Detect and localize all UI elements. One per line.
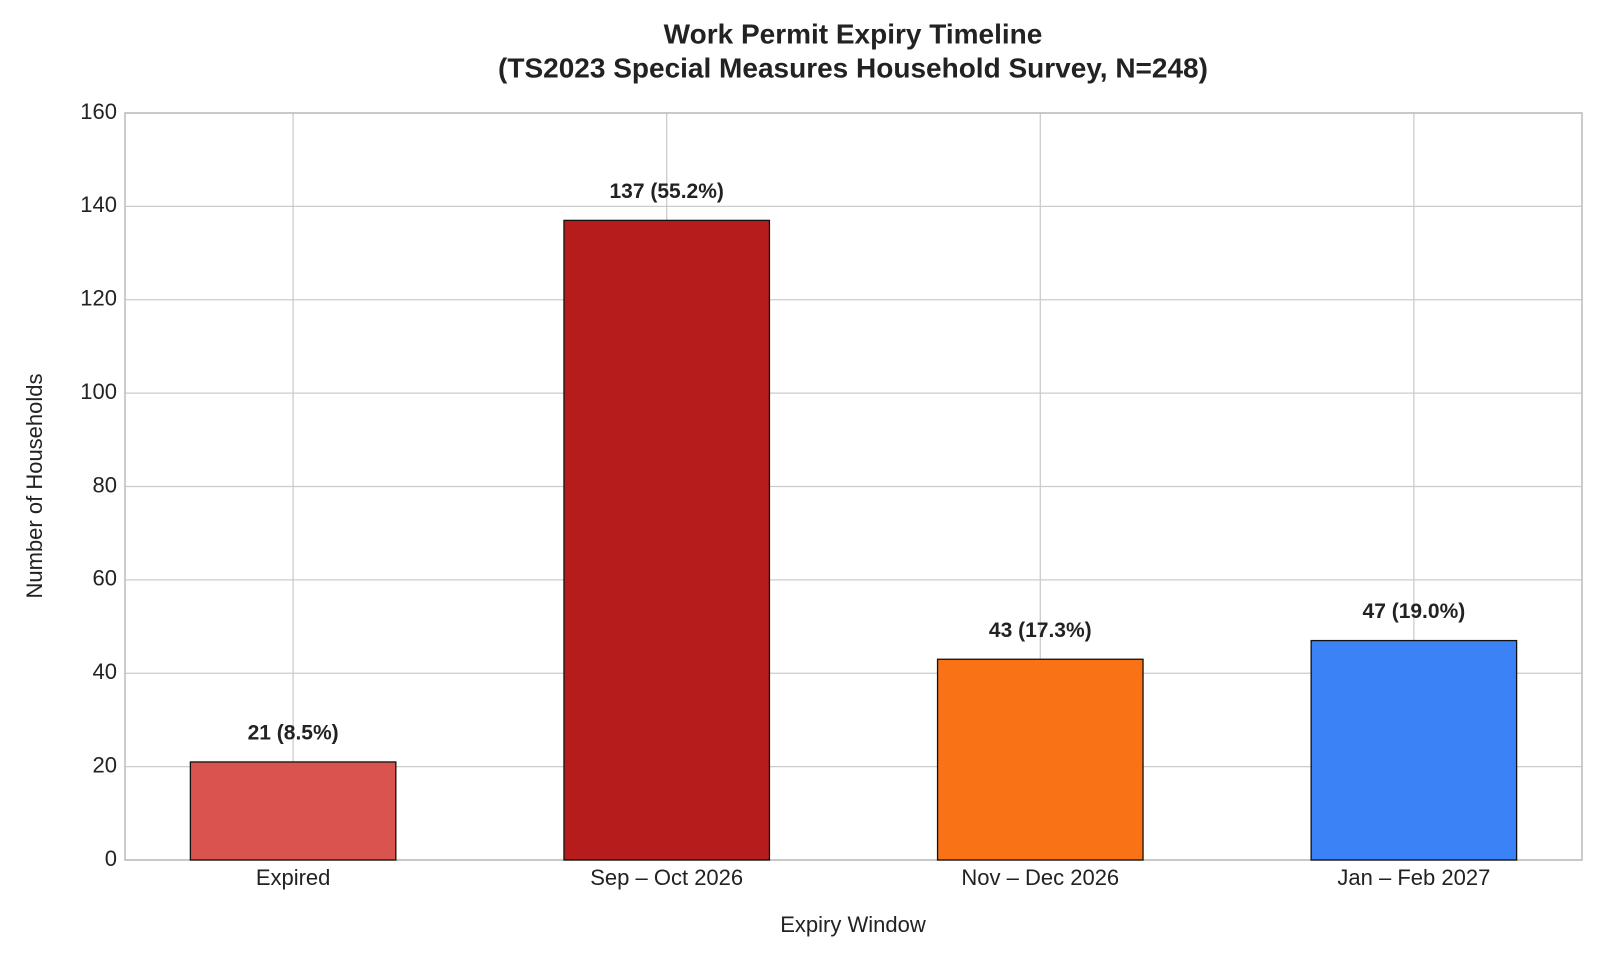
y-tick-label: 120 xyxy=(80,286,117,311)
bar xyxy=(936,658,1144,861)
plot-frame xyxy=(124,112,1583,861)
y-tick-label: 100 xyxy=(80,379,117,404)
value-label: 43 (17.3%) xyxy=(989,619,1092,642)
value-label: 21 (8.5%) xyxy=(248,722,339,745)
value-label: 47 (19.0%) xyxy=(1363,600,1466,623)
y-tick-label: 0 xyxy=(105,846,117,871)
bar xyxy=(1310,639,1518,861)
x-tick-label: Sep – Oct 2026 xyxy=(590,865,743,890)
x-tick-label: Nov – Dec 2026 xyxy=(961,865,1119,890)
value-label: 137 (55.2%) xyxy=(610,180,724,203)
y-tick-label: 160 xyxy=(80,99,117,124)
y-tick-label: 80 xyxy=(93,472,117,497)
chart-subtitle: (TS2023 Special Measures Household Surve… xyxy=(498,52,1208,83)
bar xyxy=(189,761,397,861)
bar xyxy=(563,219,771,861)
y-tick-label: 140 xyxy=(80,192,117,217)
chart-title: Work Permit Expiry Timeline xyxy=(664,18,1043,49)
y-tick-label: 60 xyxy=(93,566,117,591)
y-tick-label: 20 xyxy=(93,752,117,777)
x-tick-label: Expired xyxy=(256,865,331,890)
y-axis-label: Number of Households xyxy=(22,373,47,598)
x-axis-label: Expiry Window xyxy=(780,912,926,937)
x-tick-label: Jan – Feb 2027 xyxy=(1337,865,1490,890)
y-tick-label: 40 xyxy=(93,659,117,684)
